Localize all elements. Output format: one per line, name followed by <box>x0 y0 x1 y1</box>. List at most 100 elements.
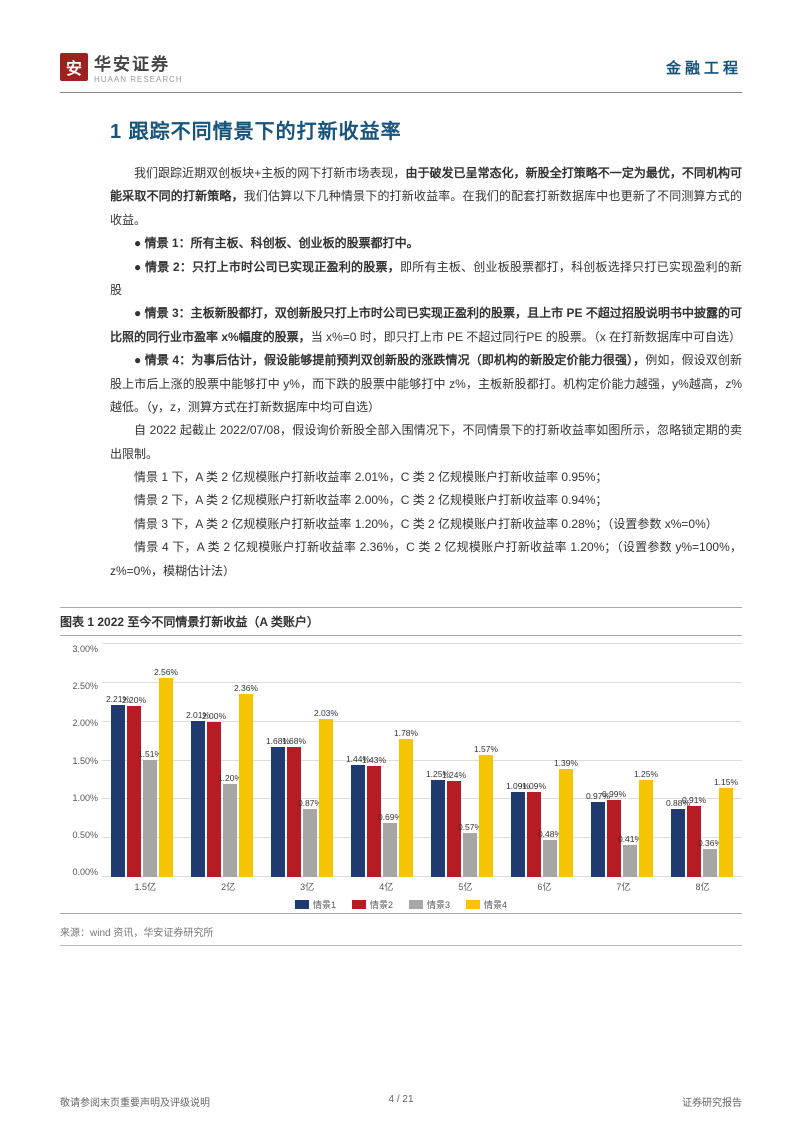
bar-value-label: 1.15% <box>714 777 738 787</box>
bar-value-label: 1.39% <box>554 758 578 768</box>
bar-value-label: 0.91% <box>682 795 706 805</box>
bar: 2.01% <box>191 721 205 877</box>
legend-item: 情景4 <box>466 898 507 911</box>
x-tick: 4亿 <box>379 880 393 893</box>
legend-swatch <box>409 900 423 909</box>
bar: 1.68% <box>287 747 301 877</box>
bar-value-label: 2.20% <box>122 695 146 705</box>
bar-value-label: 2.56% <box>154 667 178 677</box>
bar: 1.20% <box>223 784 237 877</box>
y-tick: 3.00% <box>60 644 98 654</box>
bar: 2.21% <box>111 705 125 877</box>
bar: 0.88% <box>671 809 685 877</box>
legend-swatch <box>295 900 309 909</box>
bar: 2.36% <box>239 694 253 877</box>
p7: 情景 2 下，A 类 2 亿规模账户打新收益率 2.00%，C 类 2 亿规模账… <box>110 489 742 512</box>
legend-item: 情景1 <box>295 898 336 911</box>
p5: 自 2022 起截止 2022/07/08，假设询价新股全部入围情况下，不同情景… <box>110 419 742 466</box>
page-header: 安 华安证券 HUAAN RESEARCH 金融工程 <box>60 50 742 93</box>
footer-page: 4 / 21 <box>388 1094 413 1105</box>
bar-group: 1.44%1.43%0.69%1.78% <box>351 644 413 877</box>
bar-value-label: 1.68% <box>282 736 306 746</box>
x-tick: 2亿 <box>221 880 235 893</box>
y-tick: 1.50% <box>60 756 98 766</box>
bar: 1.51% <box>143 760 157 877</box>
b2a: ● 情景 2：只打上市时公司已实现正盈利的股票， <box>134 260 400 274</box>
logo-icon: 安 <box>60 53 88 81</box>
p6: 情景 1 下，A 类 2 亿规模账户打新收益率 2.01%，C 类 2 亿规模账… <box>110 466 742 489</box>
bar-value-label: 1.43% <box>362 755 386 765</box>
bar: 1.25% <box>431 780 445 877</box>
page-footer: 敬请参阅末页重要声明及评级说明 4 / 21 证券研究报告 <box>60 1094 742 1109</box>
p8: 情景 3 下，A 类 2 亿规模账户打新收益率 1.20%，C 类 2 亿规模账… <box>110 513 742 536</box>
x-tick: 7亿 <box>616 880 630 893</box>
bar-value-label: 1.09% <box>522 781 546 791</box>
bar-group: 1.09%1.09% 0.48%1.39% <box>511 644 573 877</box>
logo: 安 华安证券 HUAAN RESEARCH <box>60 50 183 84</box>
footer-left: 敬请参阅末页重要声明及评级说明 <box>60 1094 210 1109</box>
bar: 0.48% <box>543 840 557 877</box>
legend-item: 情景3 <box>409 898 450 911</box>
bar-group: 2.01%2.00%1.20%2.36% <box>191 644 253 877</box>
bar-group: 0.97% 0.99% 0.41%1.25% <box>591 644 653 877</box>
bar-value-label: 1.78% <box>394 728 418 738</box>
header-category: 金融工程 <box>666 57 742 78</box>
bar-value-label: 1.57% <box>474 744 498 754</box>
x-tick: 1.5亿 <box>135 880 157 893</box>
section-title: 1 跟踪不同情景下的打新收益率 <box>110 115 742 144</box>
bar: 0.87% <box>303 809 317 877</box>
body-text: 我们跟踪近期双创板块+主板的网下打新市场表现，由于破发已呈常态化，新股全打策略不… <box>110 162 742 583</box>
bar-value-label: 1.25% <box>634 769 658 779</box>
bar-value-label: 0.99% <box>602 789 626 799</box>
bar-group: 2.21%2.20%1.51%2.56% <box>111 644 173 877</box>
legend-swatch <box>466 900 480 909</box>
legend-label: 情景1 <box>313 898 336 911</box>
chart-title: 图表 1 2022 至今不同情景打新收益（A 类账户） <box>60 607 742 636</box>
legend-label: 情景4 <box>484 898 507 911</box>
bar: 1.15% <box>719 788 733 877</box>
chart-container: 0.00% 0.50% 1.00% 1.50% 2.00% 2.50% 3.00% 2.21%… <box>60 644 742 914</box>
bar: 2.03% <box>319 719 333 877</box>
y-tick: 0.50% <box>60 830 98 840</box>
y-tick: 2.50% <box>60 681 98 691</box>
p1a: 我们跟踪近期双创板块+主板的网下打新市场表现， <box>134 166 405 180</box>
bar-group: 0.88% 0.91% 0.36%1.15% <box>671 644 733 877</box>
bar: 1.09% <box>511 792 525 877</box>
chart-block: 图表 1 2022 至今不同情景打新收益（A 类账户） 0.00% 0.50% 1.… <box>60 607 742 946</box>
bar: 2.20% <box>127 706 141 877</box>
bar: 1.57% <box>479 755 493 877</box>
logo-sub: HUAAN RESEARCH <box>94 75 183 84</box>
bar-value-label: 2.36% <box>234 683 258 693</box>
bar: 0.57% <box>463 833 477 877</box>
y-tick: 2.00% <box>60 718 98 728</box>
chart-source: 来源：wind 资讯，华安证券研究所 <box>60 924 742 946</box>
legend-label: 情景2 <box>370 898 393 911</box>
y-tick: 1.00% <box>60 793 98 803</box>
logo-text: 华安证券 <box>94 50 183 75</box>
bar: 0.41% <box>623 845 637 877</box>
bar: 1.25% <box>639 780 653 877</box>
bar: 0.36% <box>703 849 717 877</box>
b3b: 当 x%=0 时，即只打上市 PE 不超过同行PE 的股票。（x 在打新数据库中… <box>311 330 741 344</box>
b4a: ● 情景 4：为事后估计，假设能够提前预判双创新股的涨跌情况（即机构的新股定价能… <box>134 353 645 367</box>
bar-group: 1.25%1.24%0.57%1.57% <box>431 644 493 877</box>
legend-item: 情景2 <box>352 898 393 911</box>
bar-group: 1.68%1.68%0.87%2.03% <box>271 644 333 877</box>
b1: ● 情景 1：所有主板、科创板、创业板的股票都打中。 <box>134 236 419 250</box>
footer-right: 证券研究报告 <box>682 1094 742 1109</box>
legend-swatch <box>352 900 366 909</box>
x-tick: 5亿 <box>458 880 472 893</box>
legend-label: 情景3 <box>427 898 450 911</box>
x-tick: 8亿 <box>695 880 709 893</box>
bar-value-label: 2.00% <box>202 711 226 721</box>
y-tick: 0.00% <box>60 867 98 877</box>
bar: 1.39% <box>559 769 573 877</box>
bar: 2.56% <box>159 678 173 877</box>
bar: 2.00% <box>207 722 221 877</box>
p9: 情景 4 下，A 类 2 亿规模账户打新收益率 2.36%，C 类 2 亿规模账… <box>110 536 742 583</box>
bar: 0.69% <box>383 823 397 877</box>
bar: 0.97% <box>591 802 605 877</box>
bar-value-label: 2.03% <box>314 708 338 718</box>
bar: 1.68% <box>271 747 285 877</box>
x-tick: 6亿 <box>537 880 551 893</box>
